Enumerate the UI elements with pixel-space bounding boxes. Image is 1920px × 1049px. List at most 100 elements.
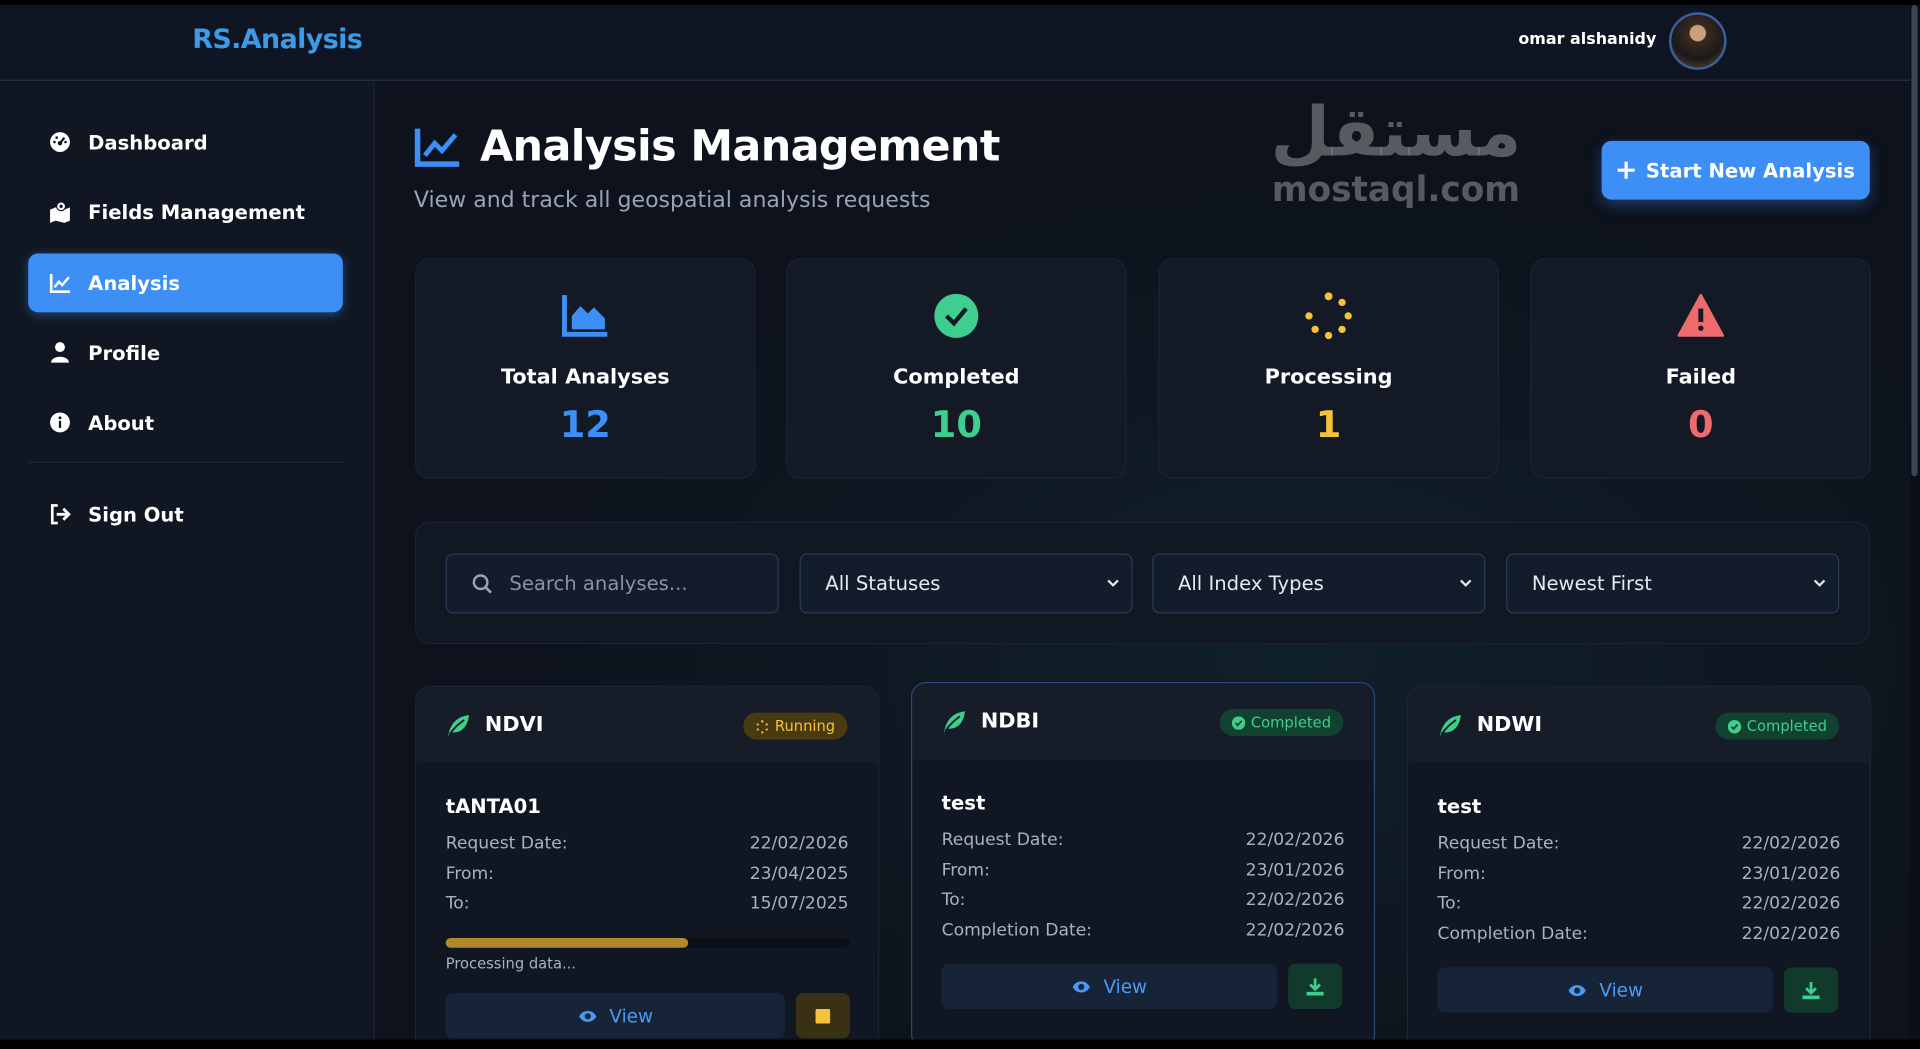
stat-label: Total Analyses <box>500 364 670 390</box>
logo[interactable]: RS.Analysis <box>192 24 363 56</box>
to-row: To: 22/02/2026 <box>1438 894 1841 914</box>
view-label: View <box>1103 975 1148 998</box>
row-label: From: <box>445 864 494 885</box>
info-icon <box>50 412 70 433</box>
from-row: From: 23/04/2025 <box>446 864 849 884</box>
stat-card-failed: Failed 0 <box>1530 258 1872 479</box>
eye-icon <box>578 1010 596 1022</box>
check-circle-icon <box>1231 715 1245 730</box>
download-icon <box>1802 981 1820 999</box>
chart-area-icon <box>562 295 608 337</box>
status-badge: Completed <box>1219 708 1344 736</box>
search-input[interactable] <box>509 571 755 596</box>
card-header: NDBI Completed <box>912 683 1374 760</box>
leaf-icon <box>944 711 965 733</box>
row-value: 23/04/2025 <box>749 864 849 885</box>
leaf-icon <box>1440 715 1461 736</box>
completion-date-row: Completion Date: 22/02/2026 <box>942 921 1345 941</box>
user-name[interactable]: omar alshanidy <box>1518 30 1657 49</box>
line-chart-icon <box>49 274 70 293</box>
sidebar: Dashboard Fields Management Analysis Pro… <box>0 82 375 1040</box>
row-value: 23/01/2026 <box>1245 860 1345 881</box>
stat-card-processing: Processing 1 <box>1158 258 1499 479</box>
row-label: Completion Date: <box>1437 924 1588 945</box>
sidebar-item-dashboard[interactable]: Dashboard <box>28 113 343 172</box>
from-row: From: 23/01/2026 <box>942 861 1345 881</box>
row-value: 22/02/2026 <box>749 833 849 854</box>
status-text: Running <box>774 717 836 735</box>
status-badge: Completed <box>1714 712 1840 740</box>
request-date-row: Request Date: 22/02/2026 <box>446 834 849 854</box>
row-value: 22/02/2026 <box>1741 893 1841 914</box>
view-button[interactable]: View <box>445 993 785 1039</box>
row-value: 22/02/2026 <box>1245 890 1345 910</box>
analysis-name: tANTA01 <box>445 794 541 818</box>
analysis-name: test <box>941 791 986 815</box>
sign-out-button[interactable]: Sign Out <box>28 485 343 544</box>
request-date-row: Request Date: 22/02/2026 <box>942 830 1345 850</box>
gauge-icon <box>50 132 70 152</box>
map-location-icon <box>50 201 70 223</box>
avatar[interactable] <box>1668 12 1727 70</box>
view-button[interactable]: View <box>1437 967 1774 1013</box>
request-date-row: Request Date: 22/02/2026 <box>1438 834 1841 854</box>
stat-label: Failed <box>1665 364 1736 390</box>
status-badge: Running <box>743 712 848 740</box>
row-label: Completion Date: <box>941 920 1093 941</box>
row-value: 23/01/2026 <box>1741 864 1841 885</box>
row-label: From: <box>941 860 990 881</box>
search-field[interactable] <box>445 553 779 614</box>
stat-card-total: Total Analyses 12 <box>415 258 756 479</box>
card-header: NDVI Running <box>416 686 878 763</box>
status-text: Completed <box>1746 717 1827 735</box>
view-button[interactable]: View <box>941 963 1278 1009</box>
index-type-select[interactable]: All Index Types <box>1152 553 1486 614</box>
analysis-name: test <box>1437 794 1482 818</box>
search-icon <box>472 573 492 593</box>
start-new-analysis-button[interactable]: Start New Analysis <box>1601 140 1870 200</box>
scrollbar[interactable] <box>1910 4 1920 1040</box>
sidebar-item-analysis[interactable]: Analysis <box>28 253 343 313</box>
leaf-icon <box>448 715 469 736</box>
progress-bar <box>445 937 850 948</box>
sidebar-item-about[interactable]: About <box>28 393 343 452</box>
line-chart-icon <box>414 128 460 167</box>
check-circle-icon <box>1727 719 1741 733</box>
index-type-select-value: All Index Types <box>1177 571 1324 596</box>
row-label: Request Date: <box>445 833 568 854</box>
download-icon <box>1306 977 1324 995</box>
sidebar-item-label: Analysis <box>88 271 181 295</box>
sidebar-item-label: About <box>88 410 155 435</box>
status-select[interactable]: All Statuses <box>799 553 1133 614</box>
index-type: NDWI <box>1476 712 1543 738</box>
sidebar-item-profile[interactable]: Profile <box>28 323 343 382</box>
card-header: NDWI Completed <box>1408 686 1870 763</box>
stat-value: 0 <box>1688 404 1714 447</box>
sidebar-item-fields-management[interactable]: Fields Management <box>28 182 343 241</box>
completion-date-row: Completion Date: 22/02/2026 <box>1438 924 1841 944</box>
warning-icon <box>1677 293 1725 337</box>
top-strip <box>0 0 1920 5</box>
page-subtitle: View and track all geospatial analysis r… <box>413 187 931 214</box>
index-type: NDBI <box>980 708 1040 734</box>
scrollbar-thumb[interactable] <box>1911 4 1918 477</box>
row-label: To: <box>1437 893 1462 914</box>
stop-button[interactable] <box>795 993 850 1039</box>
sidebar-item-label: Fields Management <box>88 200 305 224</box>
sort-select[interactable]: Newest First <box>1506 553 1840 614</box>
row-label: Request Date: <box>941 830 1064 850</box>
row-label: Request Date: <box>1437 833 1560 854</box>
index-type: NDVI <box>484 712 544 738</box>
stat-label: Completed <box>893 364 1020 390</box>
sign-out-label: Sign Out <box>88 502 184 526</box>
status-text: Completed <box>1250 713 1332 732</box>
stat-card-completed: Completed 10 <box>786 258 1127 479</box>
stat-value: 10 <box>930 404 982 447</box>
view-label: View <box>1599 978 1644 1002</box>
download-button[interactable] <box>1288 963 1343 1009</box>
download-button[interactable] <box>1784 967 1838 1013</box>
analysis-card: NDBI Completed test Request Date: 22/02/2… <box>911 682 1376 1049</box>
sort-select-value: Newest First <box>1531 571 1652 596</box>
start-new-analysis-label: Start New Analysis <box>1645 158 1855 182</box>
sidebar-item-label: Dashboard <box>88 130 208 154</box>
